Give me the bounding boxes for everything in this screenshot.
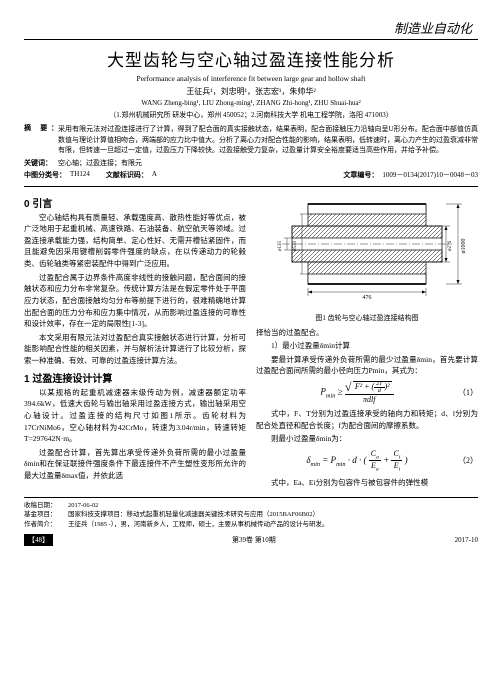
keywords-label: 关键词： [24, 158, 58, 168]
sec1-r-p2: 要最计算承受传递外负荷所需的最少过盈量δmin，首先要计算过盈配合面间所需的最小… [256, 354, 478, 377]
footer-fund: 国家科技支撑项目：移动式起重机轻量化减速器关键技术研究与应用（2015BAF06… [68, 510, 319, 520]
sec1-title: 1 过盈连接设计计算 [24, 370, 246, 385]
sec0-p1: 空心轴结构具有质量轻、承载强度高、散热性能好等优点，被广泛地用于起重机械、高速铁… [24, 212, 246, 270]
journal-name: 制造业自动化 [24, 18, 478, 37]
dim-1000: ø1000 [461, 238, 467, 253]
pub-date: 2017-10 [455, 536, 478, 544]
page-number: 【48】 [24, 534, 53, 546]
sec1-r-sub1: 1）最小过盈量δmin计算 [256, 340, 478, 352]
sec1-r-p4: 则最小过盈量δmin为： [256, 433, 478, 445]
formula1-num: （1） [458, 387, 478, 398]
sec0-p2: 过盈配合属于边界条件高度非线性的接触问题，配合面间的接触状态和应力分布非常复杂。… [24, 272, 246, 330]
doc-code-value: A [152, 170, 157, 180]
volume-issue: 第39卷 第10期 [232, 535, 276, 545]
clc-label: 中图分类号： [24, 170, 66, 180]
footer-author: 王征兵（1985 -），男，河南新乡人，工程师，硕士，主要从事机械传动产品的设计… [68, 520, 329, 530]
title-cn: 大型齿轮与空心轴过盈连接性能分析 [24, 46, 478, 71]
title-en: Performance analysis of interference fit… [24, 74, 478, 83]
sec1-r-p5: 式中，Ea、Ei分别为包容件与被包容件的弹性模 [256, 477, 478, 489]
footer-date-label: 收稿日期： [24, 501, 68, 511]
formula2-num: （2） [458, 455, 478, 466]
authors-en: WANG Zheng-bing¹, LIU Zhong-ming¹, ZHANG… [24, 99, 478, 107]
sec0-p3: 本文采用有限元法对过盈配合真实接触状态进行计算，分析可能影响配合性能的相关因素，… [24, 332, 246, 367]
formula-2: δmin = Pmin · d · ( CaEa + CiEi ) （2） [256, 449, 478, 473]
page-footer: 【48】 第39卷 第10期 2017-10 [24, 534, 478, 546]
svg-text:ø276: ø276 [448, 240, 453, 251]
svg-text:ø530: ø530 [293, 240, 298, 251]
sec1-p1: 以某规格的起重机减速器末级传动为例，减速器额定功率394.6kW，低速大齿轮与输… [24, 387, 246, 445]
left-column: 0 引言 空心轴结构具有质量轻、承载强度高、散热性能好等优点，被广泛地用于起重机… [24, 192, 246, 491]
svg-text:476: 476 [363, 295, 372, 301]
article-footer: 收稿日期：2017-06-02 基金项目：国家科技支撑项目：移动式起重机轻量化减… [24, 497, 478, 530]
meta-divider [24, 186, 478, 187]
authors-cn: 王征兵¹，刘忠明¹，张志宏¹，朱帅华² [24, 86, 478, 97]
affiliations: （1.郑州机械研究所 研发中心，郑州 450052；2.河南科技大学 机电工程学… [24, 110, 478, 120]
sec0-title: 0 引言 [24, 195, 246, 210]
footer-author-label: 作者简介： [24, 520, 68, 530]
svg-text:ø135: ø135 [278, 240, 283, 251]
right-column: ø1000 ø276 ø135 [256, 192, 478, 491]
footer-fund-label: 基金项目： [24, 510, 68, 520]
fig1-caption: 图1 齿轮与空心轴过盈连接结构图 [256, 313, 478, 323]
formula-1: Pmin ≥ F² + (2Td)² πdlf （1） [256, 381, 478, 404]
figure-1: ø1000 ø276 ø135 [256, 196, 478, 323]
sec1-r-p1: 择恰当的过盈配合。 [256, 327, 478, 339]
sec1-p2: 过盈配合计算，首先算出承受传递外负荷所需的最小过盈量δmin和在保证联接件强度条… [24, 447, 246, 482]
article-id-label: 文章编号： [343, 170, 378, 180]
abstract-label: 摘 要： [24, 124, 58, 156]
clc-value: TH124 [70, 170, 90, 180]
sec1-r-p3: 式中，F、T分别为过盈连接承受的轴向力和转矩；d、l分别为配合处直径和配合长度；… [256, 408, 478, 431]
abstract-text: 采用有限元法对过盈连接进行了计算，得到了配合面的真实接触状态，结果表明，配合面接… [58, 124, 478, 156]
keywords-text: 空心轴；过盈连接；有限元 [58, 158, 142, 168]
header-divider [24, 39, 478, 40]
doc-code-label: 文献标识码： [106, 170, 148, 180]
article-id-value: 1009－0134(2017)10－0048－03 [382, 170, 478, 180]
footer-date: 2017-06-02 [68, 501, 98, 511]
